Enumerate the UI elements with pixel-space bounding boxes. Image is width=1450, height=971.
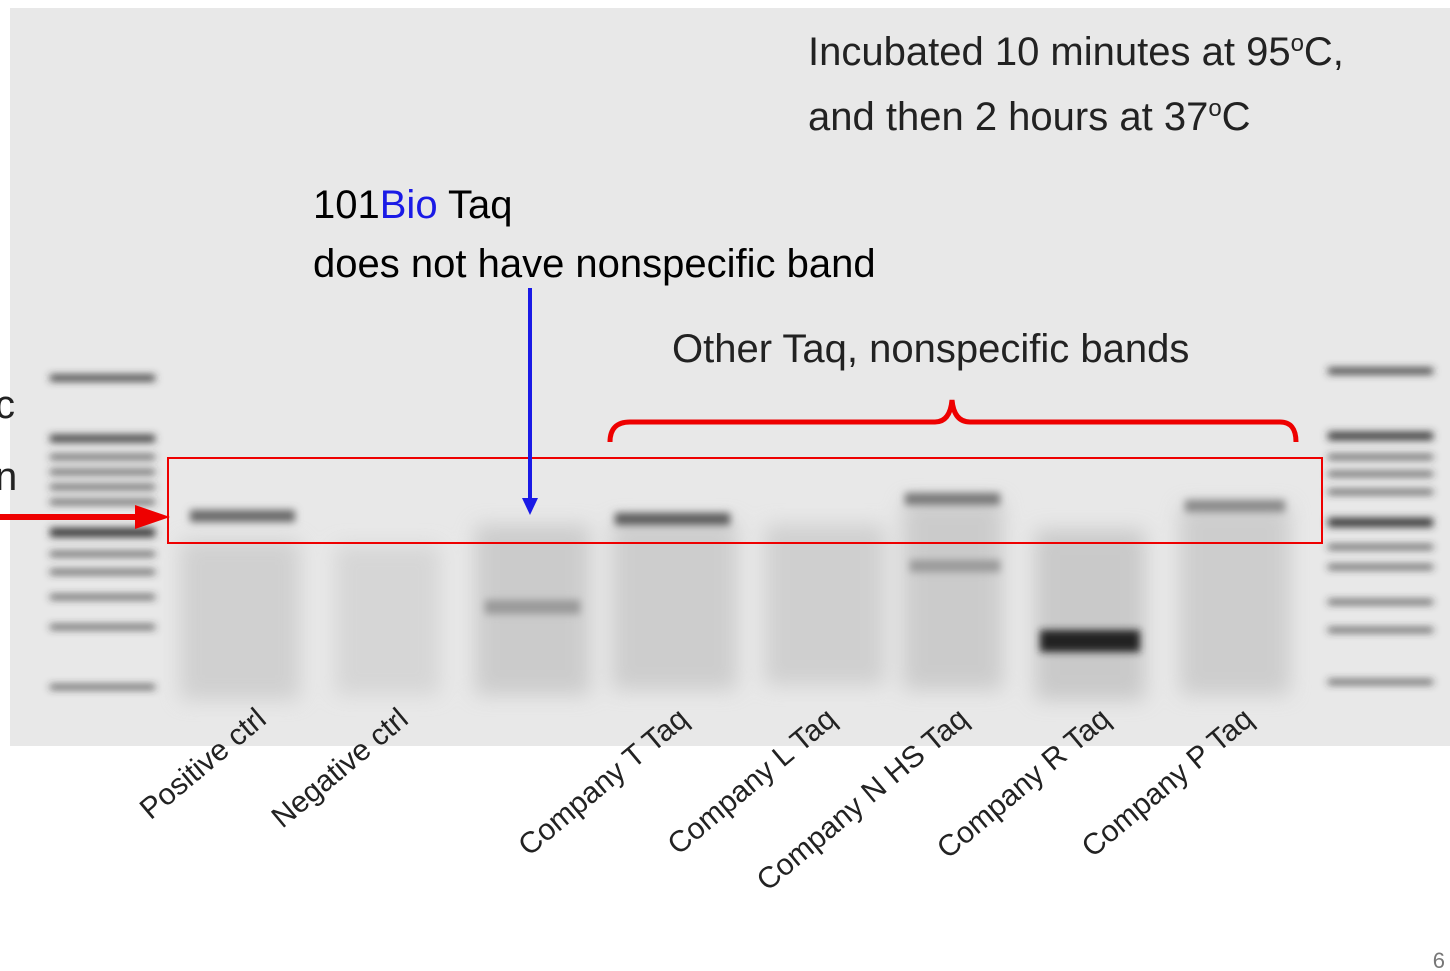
superscript: o bbox=[1291, 30, 1304, 57]
cut-text: n bbox=[0, 455, 17, 499]
text: C bbox=[1222, 95, 1251, 139]
red-arrowhead bbox=[135, 505, 170, 529]
text: C, bbox=[1304, 30, 1344, 74]
red-brace bbox=[607, 399, 1299, 443]
incubation-line1: Incubated 10 minutes at 95oC, bbox=[808, 30, 1344, 74]
text: Taq bbox=[438, 183, 513, 227]
page-number: 6 bbox=[1433, 948, 1445, 971]
gel-image bbox=[10, 8, 1450, 746]
incubation-line2: and then 2 hours at 37oC bbox=[808, 95, 1251, 139]
text: and then 2 hours at 37 bbox=[808, 95, 1208, 139]
highlight-line1: 101Bio Taq bbox=[313, 183, 512, 227]
text: Incubated 10 minutes at 95 bbox=[808, 30, 1291, 74]
other-taq-label: Other Taq, nonspecific bands bbox=[672, 327, 1189, 371]
blue-arrowhead bbox=[522, 498, 538, 515]
superscript: o bbox=[1208, 95, 1221, 122]
text: 101 bbox=[313, 183, 380, 227]
highlight-line2: does not have nonspecific band bbox=[313, 242, 876, 286]
highlight-box bbox=[167, 457, 1323, 544]
cut-text: c bbox=[0, 383, 15, 427]
text-blue: Bio bbox=[380, 183, 438, 227]
annotations: Incubated 10 minutes at 95oC, and then 2… bbox=[0, 30, 1344, 544]
